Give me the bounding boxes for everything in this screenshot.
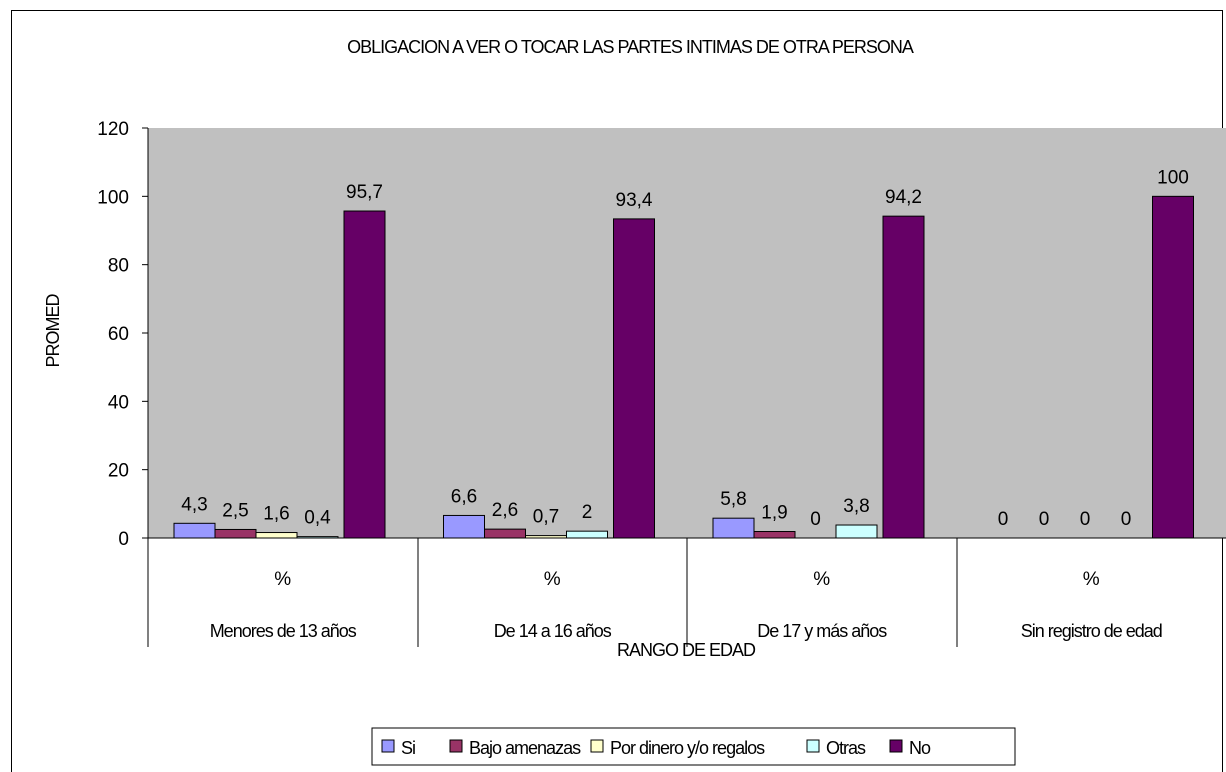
bar bbox=[443, 514, 485, 539]
data-label: 0 bbox=[998, 509, 1009, 530]
data-label: 100 bbox=[1157, 167, 1189, 188]
data-label: 5,8 bbox=[720, 489, 746, 510]
y-tick-label: 120 bbox=[97, 119, 129, 140]
bar bbox=[835, 524, 878, 539]
legend-label: Por dinero y/o regalos bbox=[610, 738, 765, 758]
data-label: 2 bbox=[582, 502, 593, 523]
legend-swatch bbox=[449, 739, 463, 753]
category-label: De 14 a 16 años bbox=[494, 621, 612, 641]
y-tick-label: 60 bbox=[108, 324, 129, 345]
bar bbox=[566, 530, 608, 539]
legend: Si Bajo amenazas Por dinero y/o regalos Otr… bbox=[371, 727, 1016, 766]
bar-labels: 4,3 2,5 1,6 0,4 95,7 6,6 2,6 0,7 2 93,4 5,8 1,9 0 3,8… bbox=[181, 167, 1189, 530]
legend-swatch bbox=[889, 739, 903, 753]
category-label: Sin registro de edad bbox=[1021, 621, 1162, 641]
x-axis-title: RANGO DE EDAD bbox=[617, 640, 756, 660]
legend-label: No bbox=[909, 738, 931, 758]
data-label: 4,3 bbox=[181, 494, 207, 515]
data-label: 3,8 bbox=[843, 496, 869, 517]
category-unit-label: % bbox=[274, 569, 291, 590]
y-axis: 0 20 40 60 80 100 120 bbox=[97, 119, 149, 550]
data-label: 94,2 bbox=[885, 187, 922, 208]
bar bbox=[613, 218, 655, 539]
data-label: 1,9 bbox=[761, 503, 787, 524]
category-unit-label: % bbox=[813, 569, 830, 590]
data-label: 0 bbox=[1080, 509, 1091, 530]
category-label: Menores de 13 años bbox=[210, 621, 357, 641]
chart-title: OBLIGACION A VER O TOCAR LAS PARTES INTI… bbox=[347, 37, 914, 57]
bar bbox=[712, 517, 755, 539]
data-label: 0 bbox=[810, 509, 821, 530]
data-label: 0,4 bbox=[304, 508, 331, 529]
legend-swatch bbox=[806, 739, 820, 753]
data-label: 1,6 bbox=[263, 504, 289, 525]
data-label: 95,7 bbox=[346, 182, 383, 203]
legend-label: Bajo amenazas bbox=[469, 738, 581, 758]
data-label: 2,5 bbox=[222, 500, 248, 521]
data-label: 0,7 bbox=[533, 507, 559, 528]
data-label: 0 bbox=[1121, 509, 1132, 530]
data-label: 0 bbox=[1039, 509, 1050, 530]
bar bbox=[214, 528, 257, 539]
y-axis-title: PROMED bbox=[43, 294, 63, 368]
category-unit-label: % bbox=[1083, 569, 1100, 590]
y-tick-label: 100 bbox=[97, 187, 129, 208]
bar bbox=[255, 532, 298, 539]
bar bbox=[343, 210, 386, 539]
category-unit-label: % bbox=[544, 569, 561, 590]
y-tick-label: 20 bbox=[108, 461, 129, 482]
bar bbox=[173, 522, 216, 539]
legend-label: Si bbox=[401, 738, 415, 758]
y-tick-label: 0 bbox=[118, 529, 129, 550]
y-tick-label: 80 bbox=[108, 256, 129, 277]
y-tick-label: 40 bbox=[108, 392, 129, 413]
data-label: 93,4 bbox=[616, 190, 653, 211]
legend-swatch bbox=[381, 739, 395, 753]
category-axis: % Menores de 13 años% De 14 a 16 años% De 1… bbox=[147, 537, 1226, 647]
plot-area bbox=[148, 128, 1226, 538]
bar bbox=[1152, 195, 1194, 539]
legend-box bbox=[371, 727, 1016, 766]
bar bbox=[882, 215, 925, 539]
bar bbox=[753, 531, 796, 539]
legend-label: Otras bbox=[826, 738, 866, 758]
data-label: 2,6 bbox=[492, 500, 518, 521]
bar bbox=[484, 528, 526, 539]
data-label: 6,6 bbox=[451, 486, 477, 507]
bars bbox=[173, 195, 1194, 539]
category-label: De 17 y más años bbox=[757, 621, 887, 641]
legend-swatch bbox=[590, 739, 604, 753]
